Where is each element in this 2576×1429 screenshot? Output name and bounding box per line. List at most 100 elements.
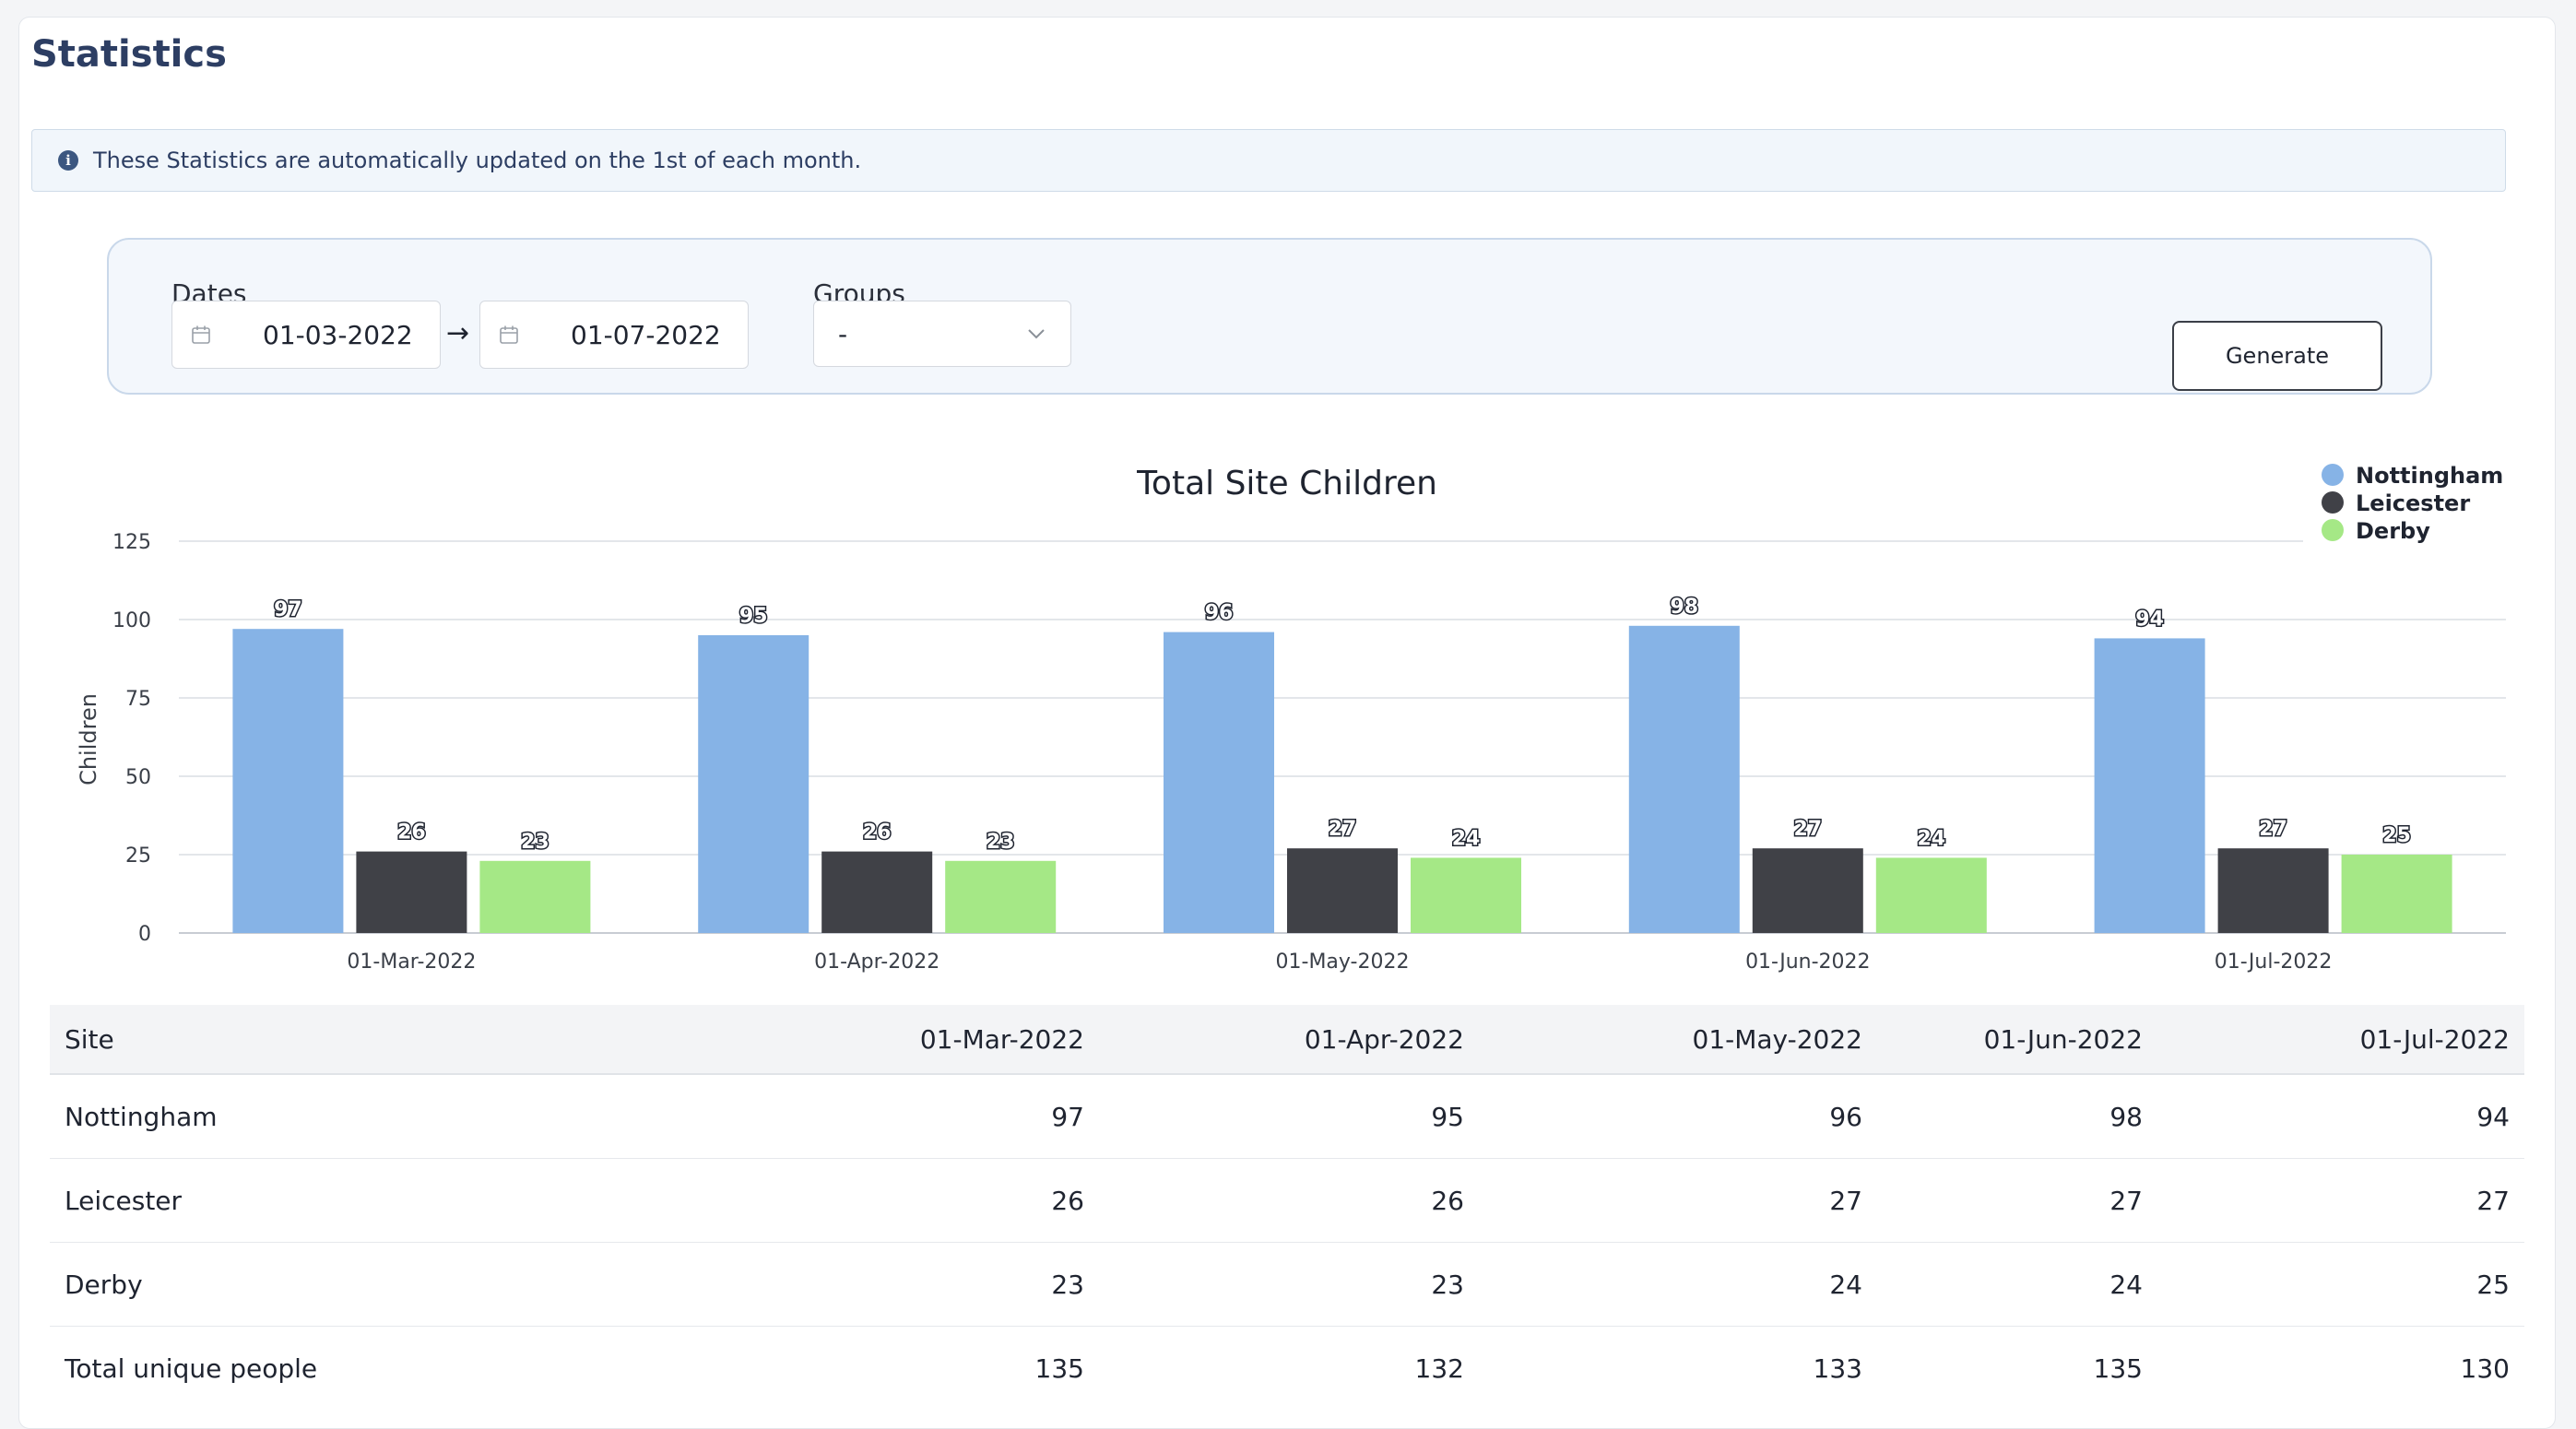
x-tick-label: 01-Apr-2022: [814, 951, 939, 974]
chevron-down-icon: [1028, 329, 1045, 339]
groups-select[interactable]: -: [813, 301, 1071, 367]
data-label: 27: [2259, 818, 2287, 841]
data-label: 24: [1917, 827, 1945, 850]
table-cell-site: Nottingham: [65, 1101, 218, 1132]
table-cell: 23: [1051, 1269, 1084, 1300]
table-cell: 132: [1414, 1352, 1464, 1384]
table-cell-site: Total unique people: [65, 1352, 318, 1384]
table-header-col: 01-Jul-2022: [2359, 1023, 2510, 1055]
calendar-icon: [192, 325, 210, 344]
table-header-site: Site: [65, 1023, 114, 1055]
bar-leicester: [2217, 848, 2329, 933]
table-cell: 98: [2109, 1101, 2143, 1132]
bar-nottingham: [232, 629, 344, 933]
legend-label: Nottingham: [2356, 463, 2503, 489]
table-cell: 135: [2093, 1352, 2143, 1384]
table-cell-site: Derby: [65, 1269, 143, 1300]
table-cell: 24: [2109, 1269, 2143, 1300]
table-cell: 26: [1051, 1185, 1084, 1216]
data-label: 24: [1452, 827, 1481, 850]
bar-nottingham: [1164, 632, 1274, 933]
date-to-input[interactable]: 01-07-2022: [479, 301, 749, 369]
bar-derby: [1875, 857, 1987, 933]
statistics-table: Site 01-Mar-2022 01-Apr-2022 01-May-2022…: [50, 1005, 2524, 1410]
legend-label: Leicester: [2356, 490, 2470, 516]
data-label: 94: [2135, 608, 2164, 631]
table-cell: 27: [1829, 1185, 1862, 1216]
bar-derby: [1411, 857, 1521, 933]
bar-leicester: [1752, 848, 1863, 933]
x-tick-label: 01-Mar-2022: [347, 951, 476, 974]
table-cell: 26: [1431, 1185, 1464, 1216]
table-cell: 130: [2460, 1352, 2510, 1384]
bar-nottingham: [2094, 638, 2205, 933]
calendar-icon: [500, 325, 518, 344]
table-row: Nottingham 97 95 96 98 94: [50, 1075, 2524, 1159]
table-cell: 97: [1051, 1101, 1084, 1132]
table-cell: 135: [1034, 1352, 1084, 1384]
y-tick-label: 125: [112, 531, 151, 554]
table-header-row: Site 01-Mar-2022 01-Apr-2022 01-May-2022…: [50, 1005, 2524, 1075]
x-tick-label: 01-May-2022: [1276, 951, 1410, 974]
table-row: Leicester 26 26 27 27 27: [50, 1159, 2524, 1243]
date-range-arrow: →: [446, 317, 470, 349]
table-cell: 27: [2109, 1185, 2143, 1216]
data-label: 27: [1793, 818, 1822, 841]
data-label: 97: [274, 598, 302, 621]
table-cell: 25: [2476, 1269, 2510, 1300]
table-row-total: Total unique people 135 132 133 135 130: [50, 1327, 2524, 1410]
y-tick-label: 75: [125, 688, 151, 711]
info-banner: i These Statistics are automatically upd…: [31, 129, 2506, 192]
table-cell: 96: [1829, 1101, 1862, 1132]
data-label: 98: [1670, 596, 1698, 619]
y-tick-label: 0: [138, 923, 151, 946]
filter-panel: [107, 238, 2432, 395]
bar-nottingham: [698, 635, 809, 933]
table-cell: 27: [2476, 1185, 2510, 1216]
info-text: These Statistics are automatically updat…: [93, 148, 862, 173]
table-cell: 24: [1829, 1269, 1862, 1300]
data-label: 25: [2382, 824, 2411, 847]
bar-derby: [2341, 855, 2452, 933]
data-label: 95: [739, 605, 768, 628]
legend-label: Derby: [2356, 518, 2430, 544]
data-label: 26: [397, 821, 426, 844]
chart-title: Total Site Children: [1136, 465, 1437, 502]
data-label: 26: [863, 821, 892, 844]
data-label: 27: [1329, 818, 1357, 841]
table-header-col: 01-Mar-2022: [919, 1023, 1084, 1055]
total-site-children-chart: Total Site Children 0 25 50 75 100 125 Children…: [76, 457, 2510, 974]
generate-button[interactable]: Generate: [2172, 321, 2382, 391]
bar-leicester: [356, 851, 467, 933]
table-row: Derby 23 23 24 24 25: [50, 1243, 2524, 1327]
y-axis-label: Children: [76, 693, 101, 785]
table-header-col: 01-Apr-2022: [1304, 1023, 1464, 1055]
data-label: 96: [1205, 602, 1234, 625]
table-cell-site: Leicester: [65, 1185, 183, 1216]
table-header-col: 01-May-2022: [1692, 1023, 1863, 1055]
groups-select-value: -: [838, 318, 848, 349]
bar-derby: [479, 860, 591, 933]
info-icon: i: [58, 150, 78, 171]
bar-leicester: [821, 851, 933, 933]
legend-marker-nottingham: [2322, 464, 2344, 486]
date-to-value: 01-07-2022: [571, 319, 721, 350]
data-label: 23: [521, 831, 549, 854]
y-tick-label: 50: [125, 766, 151, 789]
table-cell: 95: [1431, 1101, 1464, 1132]
legend-marker-leicester: [2322, 491, 2344, 514]
date-from-value: 01-03-2022: [263, 319, 413, 350]
y-tick-label: 25: [125, 844, 151, 868]
x-tick-label: 01-Jun-2022: [1745, 951, 1870, 974]
legend-marker-derby: [2322, 519, 2344, 541]
date-from-input[interactable]: 01-03-2022: [171, 301, 441, 369]
table-cell: 133: [1813, 1352, 1862, 1384]
x-tick-label: 01-Jul-2022: [2215, 951, 2333, 974]
bar-nottingham: [1628, 625, 1740, 933]
bar-leicester: [1287, 848, 1398, 933]
table-cell: 94: [2476, 1101, 2510, 1132]
table-header-col: 01-Jun-2022: [1983, 1023, 2143, 1055]
data-label: 23: [987, 831, 1015, 854]
page-title: Statistics: [31, 33, 227, 76]
bar-derby: [945, 860, 1057, 933]
